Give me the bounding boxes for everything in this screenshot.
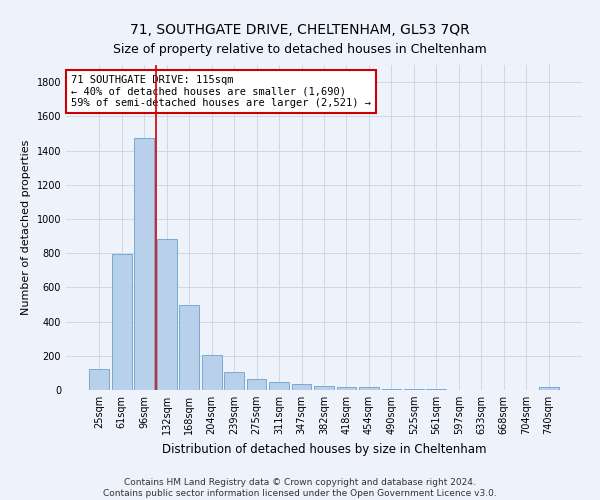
Bar <box>359 388 379 390</box>
Y-axis label: Number of detached properties: Number of detached properties <box>21 140 31 315</box>
Bar <box>382 389 401 390</box>
Bar <box>202 355 221 390</box>
Bar <box>179 306 199 390</box>
Bar <box>314 386 334 390</box>
Bar <box>89 368 109 390</box>
Bar <box>247 379 266 390</box>
Bar <box>539 388 559 390</box>
Bar <box>134 138 154 390</box>
X-axis label: Distribution of detached houses by size in Cheltenham: Distribution of detached houses by size … <box>162 442 486 456</box>
Text: Size of property relative to detached houses in Cheltenham: Size of property relative to detached ho… <box>113 42 487 56</box>
Text: 71 SOUTHGATE DRIVE: 115sqm
← 40% of detached houses are smaller (1,690)
59% of s: 71 SOUTHGATE DRIVE: 115sqm ← 40% of deta… <box>71 74 371 108</box>
Bar <box>112 254 131 390</box>
Text: 71, SOUTHGATE DRIVE, CHELTENHAM, GL53 7QR: 71, SOUTHGATE DRIVE, CHELTENHAM, GL53 7Q… <box>130 22 470 36</box>
Bar <box>292 384 311 390</box>
Bar <box>224 372 244 390</box>
Bar <box>269 382 289 390</box>
Bar <box>157 238 176 390</box>
Bar <box>337 386 356 390</box>
Bar <box>404 389 424 390</box>
Text: Contains HM Land Registry data © Crown copyright and database right 2024.
Contai: Contains HM Land Registry data © Crown c… <box>103 478 497 498</box>
